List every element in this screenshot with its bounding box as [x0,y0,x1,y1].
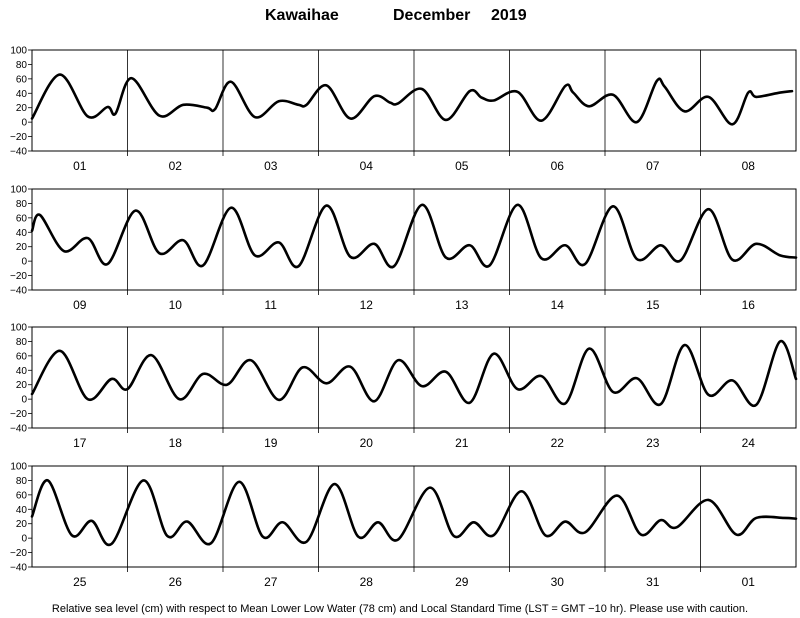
day-label: 17 [73,436,87,450]
day-label: 14 [551,298,565,312]
day-label: 27 [264,575,278,589]
day-label: 25 [73,575,87,589]
y-tick-label: 40 [16,89,28,100]
y-tick-label: 0 [21,257,27,268]
y-tick-label: 0 [21,118,27,129]
y-tick-label: 20 [16,380,28,391]
y-tick-label: −40 [10,563,27,574]
y-tick-label: −20 [10,548,27,559]
y-tick-label: 100 [10,185,27,196]
day-label: 08 [742,159,756,173]
y-tick-label: 100 [10,46,27,57]
y-tick-label: 60 [16,490,28,501]
y-tick-label: 20 [16,242,28,253]
day-label: 26 [169,575,183,589]
y-tick-label: 60 [16,74,28,85]
y-tick-label: −20 [10,409,27,420]
y-tick-label: 40 [16,228,28,239]
day-label: 22 [551,436,565,450]
y-tick-label: −40 [10,147,27,158]
day-label: 21 [455,436,469,450]
panel-2: 100 80 60 40 20 0 −20 −40 09 10 11 12 13 14 15 16 [10,185,798,312]
day-label: 31 [646,575,660,589]
y-tick-label: 80 [16,60,28,71]
day-label: 07 [646,159,660,173]
day-label: 19 [264,436,278,450]
day-label: 01 [742,575,756,589]
day-label: 10 [169,298,183,312]
day-label: 18 [169,436,183,450]
y-tick-label: −40 [10,286,27,297]
y-tick-label: 0 [21,534,27,545]
day-label: 05 [455,159,469,173]
tide-series-line [30,203,798,269]
day-label: 02 [169,159,183,173]
day-label: 09 [73,298,87,312]
day-label: 20 [360,436,374,450]
panel-3: 100 80 60 40 20 0 −20 −40 17 18 19 20 21 22 23 24 [10,323,798,450]
chart-title-month: December [393,7,470,24]
day-label: 06 [551,159,565,173]
y-tick-label: −20 [10,132,27,143]
y-tick-label: 80 [16,476,28,487]
y-tick-label: 20 [16,103,28,114]
day-label: 11 [265,298,278,312]
day-label: 28 [360,575,374,589]
y-tick-label: 100 [10,462,27,473]
day-label: 04 [360,159,374,173]
y-tick-label: 20 [16,519,28,530]
panel-1: 100 80 60 40 20 0 −20 −40 01 02 03 04 05 06 07 08 [10,46,797,173]
day-label: 23 [646,436,660,450]
y-tick-label: 60 [16,351,28,362]
y-tick-label: 80 [16,199,28,210]
y-tick-label: −20 [10,271,27,282]
y-tick-label: −40 [10,424,27,435]
tide-series-line [30,479,798,547]
tide-series-line [30,340,798,408]
day-label: 30 [551,575,565,589]
day-label: 24 [742,436,756,450]
y-tick-label: 40 [16,505,28,516]
chart-title-station: Kawaihae [265,7,339,24]
day-label: 01 [73,159,87,173]
day-label: 16 [742,298,756,312]
y-tick-label: 60 [16,213,28,224]
day-label: 15 [646,298,660,312]
footer-note: Relative sea level (cm) with respect to … [52,603,748,615]
y-tick-label: 40 [16,366,28,377]
day-label: 12 [360,298,374,312]
y-tick-label: 80 [16,337,28,348]
day-label: 13 [455,298,469,312]
day-label: 03 [264,159,278,173]
day-label: 29 [455,575,469,589]
tide-series-line [30,73,794,126]
panel-4: 100 80 60 40 20 0 −20 −40 25 26 27 28 29 30 31 01 [10,462,798,589]
y-tick-label: 0 [21,395,27,406]
chart-title-year: 2019 [491,7,527,24]
y-tick-label: 100 [10,323,27,334]
